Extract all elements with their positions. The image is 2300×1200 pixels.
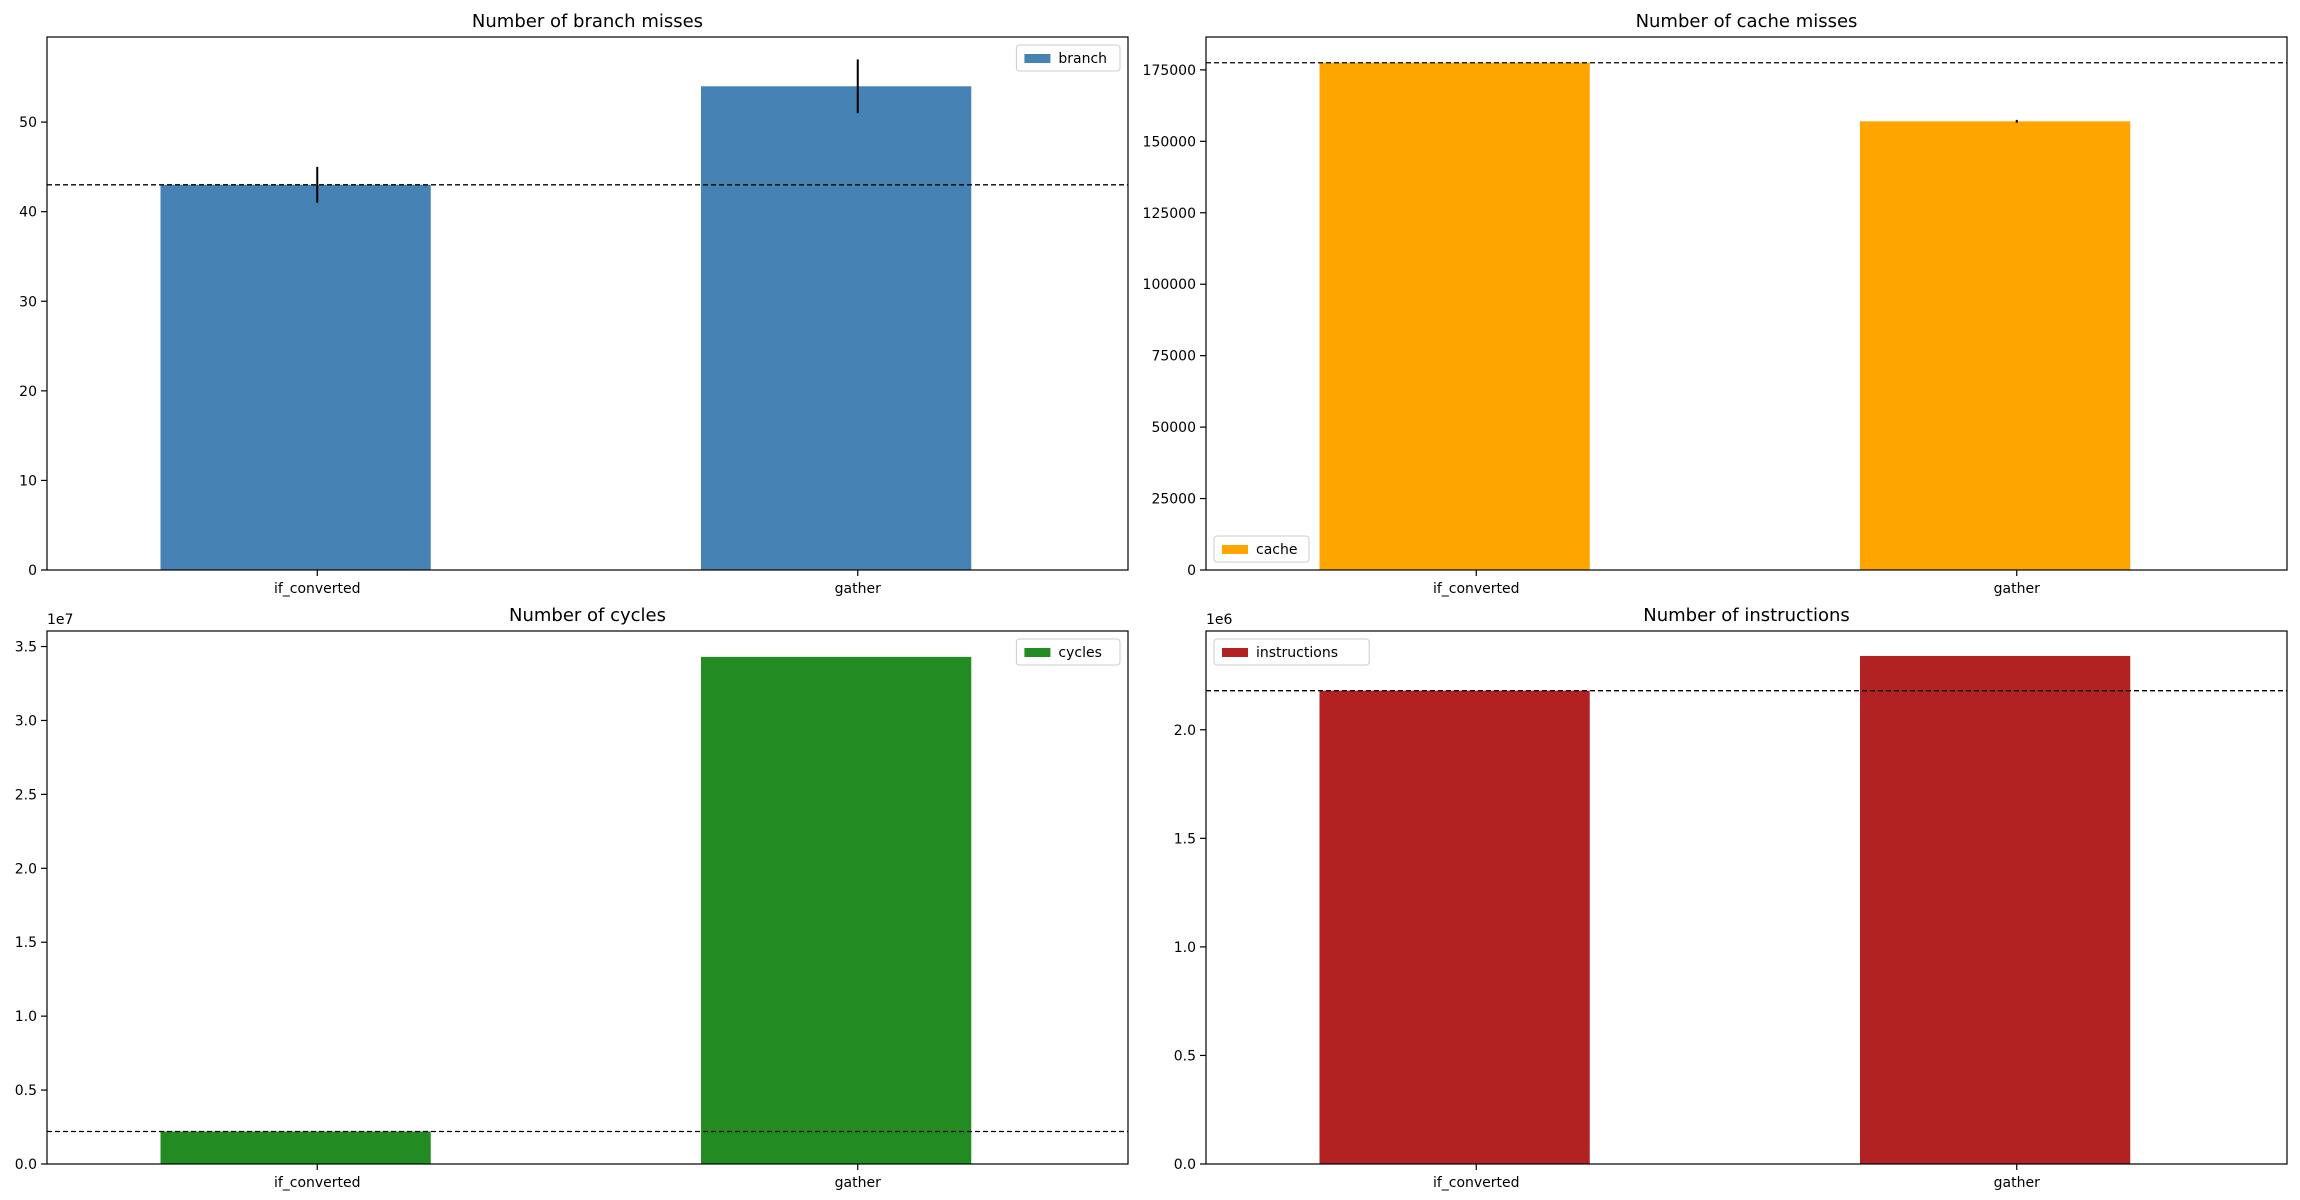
- y-tick-label: 125000: [1143, 206, 1196, 222]
- chart-panel-4: 0.0 0.5 1.0 1.5 2.0 if_converted gather 1e6 Numb…: [1174, 605, 2288, 1191]
- bar-if_converted: [160, 184, 431, 571]
- x-tick-label: if_converted: [1433, 1175, 1520, 1191]
- legend: cycles: [1015, 638, 1121, 666]
- y-tick-label: 2.5: [15, 787, 37, 803]
- x-tick-label: gather: [835, 581, 881, 597]
- axes-frame: [1205, 630, 2288, 1165]
- x-tick-label: gather: [1994, 581, 2040, 597]
- bar-gather: [1860, 655, 2131, 1164]
- axes-frame: [46, 36, 1129, 571]
- axes-frame: [46, 630, 1129, 1165]
- y-tick-label: 1.0: [15, 1009, 37, 1025]
- chart-title: Number of branch misses: [472, 11, 703, 32]
- y-tick-label: 0: [28, 563, 37, 579]
- y-tick-label: 0.5: [1174, 1048, 1196, 1064]
- legend: instructions: [1213, 638, 1370, 666]
- legend-label: cache: [1256, 542, 1297, 558]
- y-tick-label: 3.0: [15, 713, 37, 729]
- legend-box: [1213, 535, 1310, 563]
- legend-label: branch: [1058, 51, 1107, 67]
- x-tick-label: if_converted: [274, 581, 361, 597]
- y-tick-label: 50: [19, 115, 37, 131]
- legend-swatch: [1024, 648, 1051, 657]
- axis-offset-label: 1e7: [47, 612, 73, 628]
- legend-label: cycles: [1058, 645, 1101, 661]
- chart-panel-1: 0 10 20 30 40 50 if_converted gather Number of b…: [19, 11, 1129, 597]
- x-tick-label: if_converted: [1433, 581, 1520, 597]
- axes-frame: [1205, 36, 2288, 571]
- y-tick-label: 1.5: [1174, 831, 1196, 847]
- y-tick-label: 2.0: [1174, 723, 1196, 739]
- axis-offset-label: 1e6: [1206, 612, 1233, 628]
- y-tick-label: 3.5: [15, 640, 37, 656]
- bar-if_converted: [160, 1131, 431, 1164]
- chart-title: Number of cache misses: [1636, 11, 1858, 32]
- legend-box: [1015, 638, 1121, 666]
- legend-swatch: [1222, 545, 1248, 554]
- x-tick-label: gather: [1994, 1175, 2040, 1191]
- bar-gather: [1860, 121, 2131, 570]
- bar-if_converted: [1319, 62, 1590, 570]
- legend-swatch: [1222, 648, 1248, 657]
- x-tick-label: gather: [835, 1175, 881, 1191]
- y-tick-label: 20: [19, 384, 37, 400]
- y-tick-label: 1.5: [15, 935, 37, 951]
- legend-box: [1213, 638, 1370, 666]
- y-tick-label: 150000: [1143, 134, 1196, 150]
- y-tick-label: 40: [19, 205, 37, 221]
- chart-title: Number of instructions: [1643, 605, 1850, 626]
- y-tick-label: 2.0: [15, 861, 37, 877]
- y-tick-label: 25000: [1151, 492, 1196, 508]
- y-tick-label: 10: [19, 473, 37, 489]
- bar-gather: [701, 86, 972, 570]
- chart-panel-3: 0.0 0.5 1.0 1.5 2.0 2.5 3.0 3.5 if_converted gath…: [15, 605, 1129, 1191]
- bar-gather: [701, 656, 972, 1164]
- legend-label: instructions: [1256, 645, 1338, 661]
- y-tick-label: 50000: [1151, 420, 1196, 436]
- chart-title: Number of cycles: [509, 605, 666, 626]
- y-tick-label: 0.5: [15, 1083, 37, 1099]
- y-tick-label: 175000: [1143, 63, 1196, 79]
- legend: cache: [1213, 535, 1310, 563]
- chart-panel-2: 0 25000 50000 75000 100000 125000 150000 175000…: [1143, 11, 2288, 597]
- y-tick-label: 0: [1187, 563, 1196, 579]
- legend-swatch: [1024, 54, 1051, 63]
- y-tick-label: 1.0: [1174, 940, 1196, 956]
- y-tick-label: 100000: [1143, 277, 1196, 293]
- legend: branch: [1015, 44, 1121, 72]
- x-tick-label: if_converted: [274, 1175, 361, 1191]
- y-tick-label: 0.0: [15, 1157, 37, 1173]
- legend-box: [1015, 44, 1121, 72]
- y-tick-label: 75000: [1151, 349, 1196, 365]
- y-tick-label: 0.0: [1174, 1157, 1196, 1173]
- y-tick-label: 30: [19, 294, 37, 310]
- bar-if_converted: [1319, 690, 1590, 1164]
